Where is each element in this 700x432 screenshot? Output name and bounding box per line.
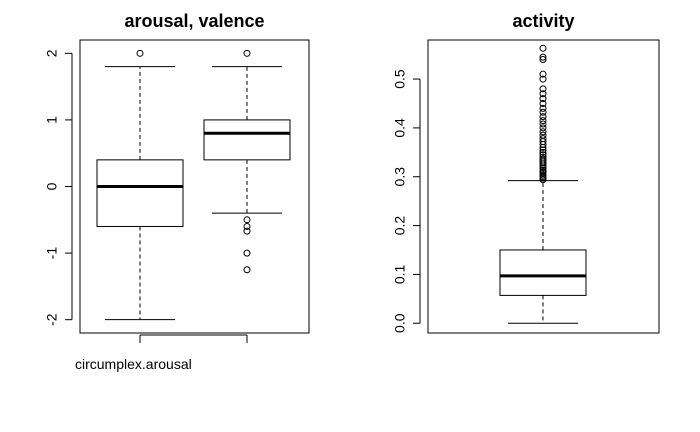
outlier-point — [539, 70, 547, 78]
outlier-point — [539, 95, 547, 103]
outlier-point — [539, 155, 547, 163]
y-tick-label: 0.4 — [392, 118, 408, 138]
y-tick-label: 0.5 — [392, 69, 408, 89]
outlier-point — [243, 216, 251, 224]
outlier-point — [539, 151, 547, 159]
box-iqr — [499, 249, 587, 296]
outlier-point — [539, 120, 547, 128]
outlier-point — [243, 249, 251, 257]
outlier-point — [243, 49, 251, 57]
y-tick-label: -1 — [44, 247, 60, 260]
outlier-point — [539, 99, 547, 107]
chart-title: activity — [512, 11, 574, 31]
box-iqr — [96, 159, 184, 227]
y-tick-label: 0.1 — [392, 264, 408, 284]
chart-panel-2: activity 0.0 0.1 0.2 0.3 0.4 0.5 — [392, 11, 660, 334]
outlier-point — [539, 85, 547, 93]
outlier-point — [243, 222, 251, 230]
outlier-point — [539, 153, 547, 161]
outlier-point — [539, 113, 547, 121]
outlier-point — [243, 227, 251, 235]
y-tick-label: 0 — [44, 182, 60, 190]
outlier-point — [539, 135, 547, 143]
y-tick-label: 1 — [44, 116, 60, 124]
y-tick-label: -2 — [44, 313, 60, 326]
box-2 — [203, 49, 291, 274]
plot-frame — [79, 39, 310, 334]
outlier-point — [243, 266, 251, 274]
y-tick-label: 0.3 — [392, 167, 408, 187]
outlier-point — [539, 44, 547, 52]
y-tick-label: 0.0 — [392, 313, 408, 333]
outlier-point — [539, 171, 547, 179]
box-1 — [96, 49, 184, 321]
outlier-point — [539, 166, 547, 174]
outlier-point — [539, 53, 547, 61]
outlier-point — [539, 131, 547, 139]
outlier-point — [539, 146, 547, 154]
outlier-point — [539, 56, 547, 64]
outlier-point — [539, 124, 547, 132]
chart-panel-1: arousal, valence -2 -1 0 1 2 circumplex.arousa… — [44, 11, 310, 372]
outlier-point — [539, 108, 547, 116]
chart-title: arousal, valence — [124, 11, 264, 31]
y-tick-label: 2 — [44, 49, 60, 57]
outlier-point — [136, 49, 144, 57]
box-1 — [499, 44, 587, 324]
outlier-point — [539, 75, 547, 83]
outlier-point — [539, 104, 547, 112]
plot-frame — [427, 39, 660, 334]
outlier-point — [539, 117, 547, 125]
outlier-point — [539, 90, 547, 98]
y-tick-label: 0.2 — [392, 216, 408, 236]
box-iqr — [203, 119, 291, 161]
x-category-label: circumplex.arousal — [75, 356, 192, 372]
outlier-point — [539, 148, 547, 156]
outlier-point — [539, 128, 547, 136]
